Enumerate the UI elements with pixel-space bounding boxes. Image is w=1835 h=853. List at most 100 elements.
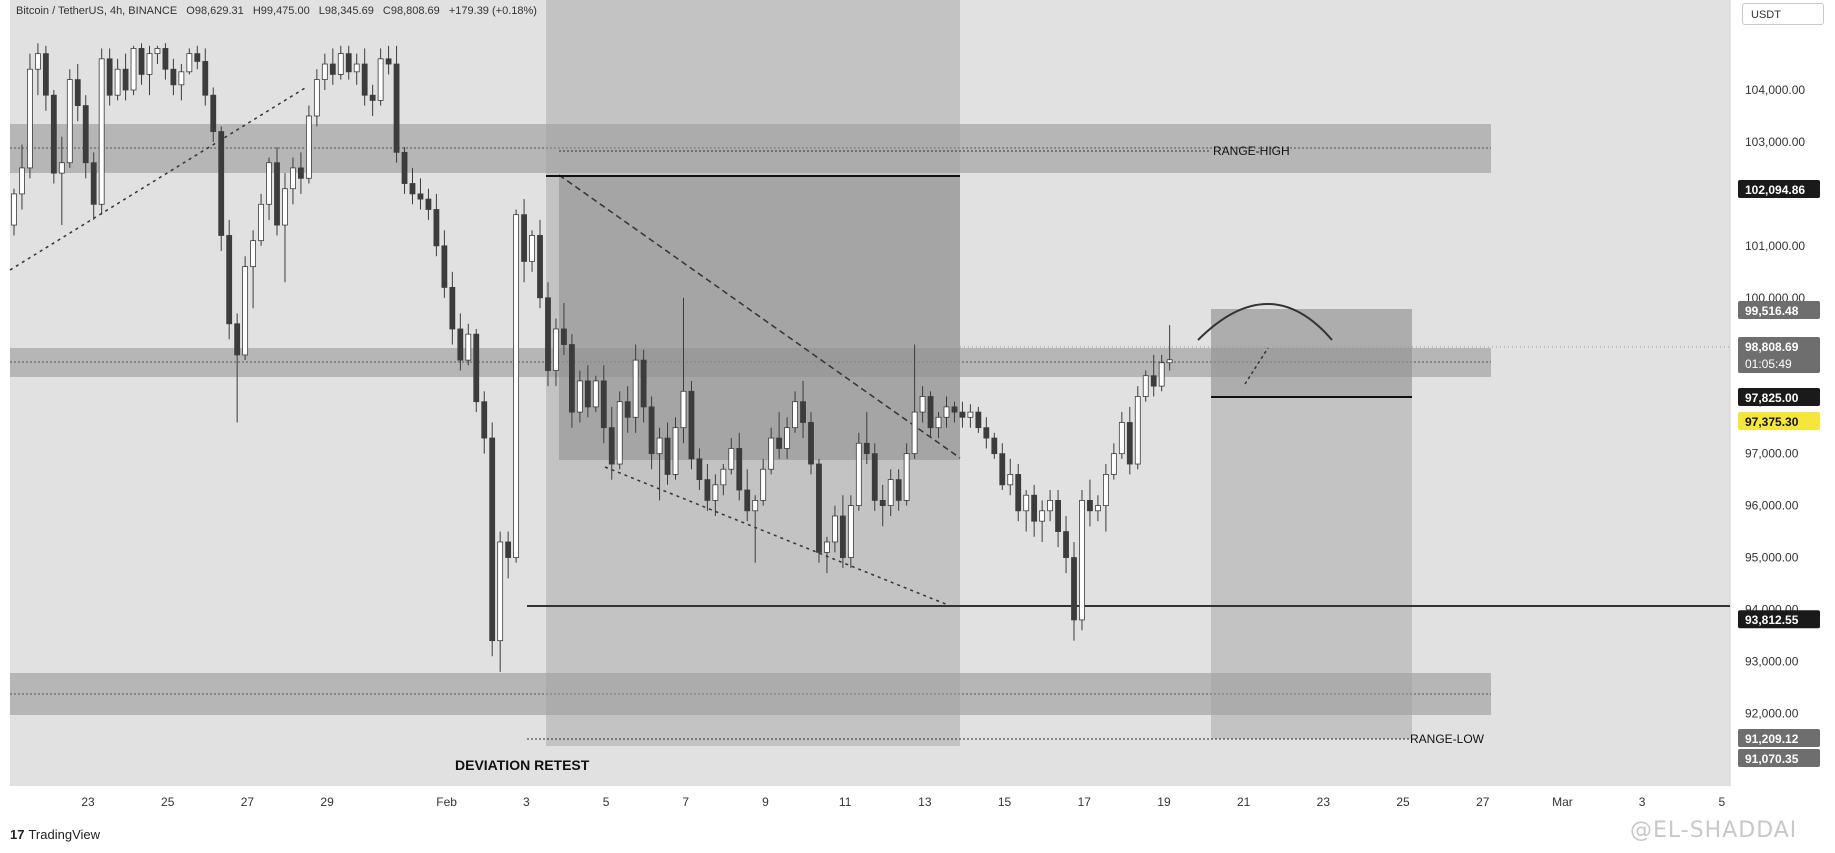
tradingview-brand[interactable]: 17 TradingView <box>10 827 100 842</box>
candle-body <box>74 79 81 106</box>
candle-body <box>561 328 567 345</box>
candle-body <box>1031 494 1038 522</box>
candle-body <box>768 437 775 470</box>
ohlc-close: C98,808.69 <box>382 5 440 17</box>
candle-body <box>624 401 631 418</box>
candle-body <box>42 53 49 96</box>
candle-body <box>1126 422 1133 465</box>
candle-body <box>935 416 942 429</box>
candle-body <box>27 68 33 169</box>
candle-body <box>266 162 272 205</box>
candle-body <box>983 427 990 439</box>
y-tick-label: 96,000.00 <box>1745 499 1799 513</box>
candle-body <box>824 541 830 553</box>
price-tag <box>1738 388 1820 406</box>
candle-body <box>473 333 480 403</box>
y-tick-label: 95,000.00 <box>1745 551 1799 565</box>
candle-body <box>895 479 902 501</box>
time-axis-ticks: 23 25 27 29 Feb 3 5 7 9 11 13 15 17 19 21 23 25 27 Mar 3 5 <box>81 795 1725 809</box>
candle-body <box>600 380 607 429</box>
candle-body <box>1071 557 1077 621</box>
candle-body <box>847 505 854 558</box>
candle-body <box>991 437 998 455</box>
candle-body <box>1095 505 1101 512</box>
candle-body <box>170 68 177 86</box>
candle-body <box>911 411 918 455</box>
candle-body <box>521 214 527 262</box>
candle-body <box>114 68 121 96</box>
candle-body <box>1102 474 1109 506</box>
candle-body <box>640 359 647 408</box>
projection-box <box>1211 309 1412 739</box>
candle-body <box>202 61 209 96</box>
price-tag <box>1738 337 1820 373</box>
candle-body <box>234 323 241 356</box>
candle-body <box>393 63 400 153</box>
candle-body <box>712 484 719 501</box>
candle-body <box>760 468 767 501</box>
x-tick-label: 19 <box>1157 795 1171 809</box>
candle-body <box>282 188 288 226</box>
candle-body <box>513 214 520 558</box>
candle-body <box>1150 375 1157 387</box>
arrow-line <box>1244 347 1269 385</box>
x-tick-label: 13 <box>918 795 932 809</box>
x-tick-label: 3 <box>523 795 530 809</box>
price-tag-label: 93,812.55 <box>1745 613 1799 627</box>
candle-body <box>313 79 320 117</box>
candle-body <box>951 406 958 413</box>
candle-body <box>138 48 145 75</box>
candle-body <box>194 53 201 62</box>
candle-body <box>776 437 783 449</box>
deviation-label: DEVIATION RETEST <box>455 757 590 773</box>
uptrend-line <box>9 87 306 271</box>
symbol-name[interactable]: Bitcoin / TetherUS, 4h, BINANCE <box>16 5 178 17</box>
candle-body <box>1055 500 1061 532</box>
candle-body <box>321 63 328 81</box>
x-tick-label: 25 <box>161 795 175 809</box>
price-tags: 102,094.86 99,516.48 98,808.69 01:05:49 97,8… <box>1738 179 1820 767</box>
candle-body <box>800 401 806 423</box>
candle-body <box>680 390 687 429</box>
candle-body <box>1047 500 1053 512</box>
y-tick-label: 93,000.00 <box>1745 654 1799 668</box>
ohlc-low: L98,345.69 <box>318 5 374 17</box>
x-tick-label: 21 <box>1237 795 1251 809</box>
candle-body <box>385 58 392 65</box>
descending-trend-line <box>558 174 961 459</box>
candle-body <box>656 437 663 455</box>
y-tick-label: 97,000.00 <box>1745 447 1799 461</box>
x-tick-label: 29 <box>320 795 334 809</box>
candle-body <box>999 453 1006 486</box>
candle-body <box>887 479 894 507</box>
candle-body <box>186 53 193 73</box>
candle-body <box>425 198 432 210</box>
candle-body <box>162 48 169 70</box>
x-tick-label: 23 <box>1317 795 1331 809</box>
candle-body <box>50 94 57 174</box>
brand-name: TradingView <box>28 827 101 842</box>
candle-body <box>616 401 623 465</box>
candle-body <box>1118 422 1125 455</box>
candle-body <box>226 235 233 325</box>
price-tag-label: 102,094.86 <box>1745 183 1805 197</box>
candles-layer <box>11 43 1173 672</box>
candle-body <box>58 162 65 174</box>
candle-body <box>1166 359 1173 364</box>
countdown-label: 01:05:49 <box>1745 357 1792 371</box>
candle-body <box>720 468 727 486</box>
x-tick-label: 9 <box>762 795 769 809</box>
candle-body <box>648 406 655 455</box>
x-tick-label: 5 <box>603 795 610 809</box>
candle-body <box>178 71 185 86</box>
candle-body <box>361 63 368 96</box>
candle-body <box>82 105 89 164</box>
candle-body <box>1079 500 1085 621</box>
currency-button[interactable]: USDT <box>1742 3 1824 25</box>
candle-body <box>576 380 583 413</box>
candle-body <box>608 427 615 465</box>
candle-body <box>672 427 679 475</box>
candle-body <box>808 422 814 465</box>
candle-body <box>584 380 591 408</box>
